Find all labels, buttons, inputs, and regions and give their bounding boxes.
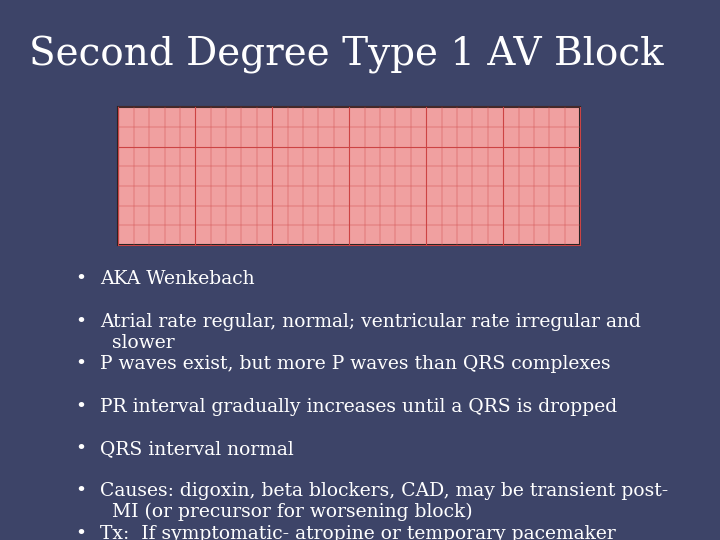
Text: QRS interval normal: QRS interval normal [100,440,294,458]
Text: •: • [76,525,86,540]
Text: PR interval gradually increases until a QRS is dropped: PR interval gradually increases until a … [100,397,617,416]
Text: P waves exist, but more P waves than QRS complexes: P waves exist, but more P waves than QRS… [100,355,611,373]
Text: Atrial rate regular, normal; ventricular rate irregular and
  slower: Atrial rate regular, normal; ventricular… [100,313,641,352]
Text: •: • [76,482,86,500]
Text: •: • [76,397,86,416]
Text: •: • [76,355,86,373]
FancyBboxPatch shape [118,107,580,245]
Text: Second Degree Type 1 AV Block: Second Degree Type 1 AV Block [29,36,663,74]
Text: •: • [76,271,86,288]
Text: •: • [76,440,86,458]
Text: AKA Wenkebach: AKA Wenkebach [100,271,254,288]
Text: Causes: digoxin, beta blockers, CAD, may be transient post-
  MI (or precursor f: Causes: digoxin, beta blockers, CAD, may… [100,482,668,522]
Text: Tx:  If symptomatic- atropine or temporary pacemaker: Tx: If symptomatic- atropine or temporar… [100,525,616,540]
Text: •: • [76,313,86,331]
